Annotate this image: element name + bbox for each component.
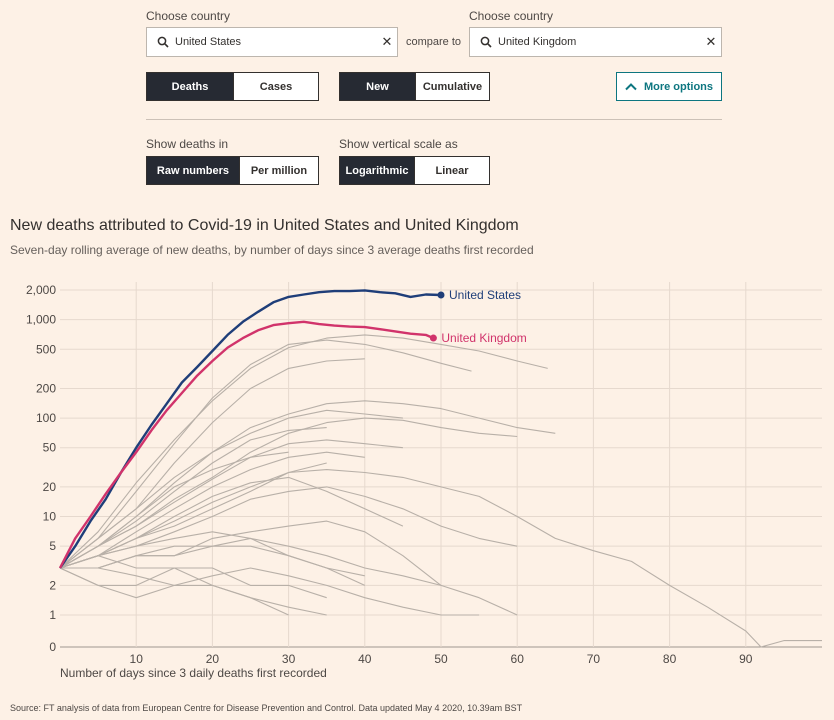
- chart-title: New deaths attributed to Covid-19 in Uni…: [10, 217, 519, 234]
- x-tick-label: 10: [130, 652, 144, 666]
- x-axis-label: Number of days since 3 daily deaths firs…: [60, 666, 327, 680]
- chevron-up-icon: [625, 83, 637, 91]
- y-tick-label: 200: [36, 381, 56, 395]
- search-icon: [480, 36, 492, 48]
- background-series-line: [59, 469, 822, 648]
- cumulative-button[interactable]: Cumulative: [414, 73, 489, 100]
- y-tick-label: 50: [43, 441, 57, 455]
- mode-toggle: New Cumulative: [339, 72, 490, 101]
- x-tick-label: 70: [587, 652, 601, 666]
- y-tick-label: 2: [49, 578, 56, 592]
- y-tick-label: 5: [49, 539, 56, 553]
- background-series-line: [60, 567, 327, 616]
- clear-country-1-icon[interactable]: ✕: [381, 34, 393, 49]
- x-tick-label: 30: [282, 652, 296, 666]
- x-tick-label: 90: [739, 652, 753, 666]
- series-label: United Kingdom: [441, 331, 526, 345]
- choose-country-label-2: Choose country: [469, 9, 554, 23]
- background-series-line: [59, 555, 289, 616]
- background-series-line: [59, 451, 365, 569]
- divider: [146, 119, 722, 120]
- series-end-point: [437, 291, 445, 299]
- clear-country-2-icon[interactable]: ✕: [705, 34, 717, 49]
- more-options-label: More options: [643, 80, 714, 93]
- background-series-line: [59, 439, 403, 569]
- x-tick-label: 80: [663, 652, 677, 666]
- background-series-line: [59, 409, 403, 569]
- deaths-button[interactable]: Deaths: [147, 73, 233, 100]
- series-end-point: [429, 334, 437, 342]
- country-2-field[interactable]: United Kingdom ✕: [469, 27, 722, 57]
- raw-numbers-button[interactable]: Raw numbers: [147, 157, 239, 184]
- new-button[interactable]: New: [340, 73, 415, 100]
- y-tick-label: 0: [49, 640, 56, 654]
- search-icon: [157, 36, 169, 48]
- highlight-series: United States United Kingdom: [58, 288, 527, 569]
- x-tick-label: 20: [206, 652, 220, 666]
- series-line: [59, 289, 442, 569]
- y-tick-label: 1,000: [26, 313, 56, 327]
- country-2-value: United Kingdom: [498, 36, 577, 48]
- compare-to-label: compare to: [406, 36, 462, 48]
- line-chart: United States United Kingdom 0 1 2 5 10 20 50 10…: [26, 282, 822, 680]
- show-deaths-in-label: Show deaths in: [146, 137, 229, 151]
- x-tick-label: 60: [511, 652, 525, 666]
- deaths-unit-toggle: Raw numbers Per million: [146, 156, 319, 185]
- series-label: United States: [449, 288, 521, 302]
- source-note: Source: FT analysis of data from Europea…: [10, 703, 523, 713]
- per-million-button[interactable]: Per million: [238, 157, 318, 184]
- x-tick-label: 50: [434, 652, 448, 666]
- y-tick-label: 100: [36, 411, 56, 425]
- country-1-value: United States: [175, 36, 242, 48]
- x-tick-label: 40: [358, 652, 372, 666]
- cases-button[interactable]: Cases: [232, 73, 318, 100]
- linear-button[interactable]: Linear: [414, 157, 489, 184]
- background-series-line: [59, 451, 289, 569]
- background-series-line: [59, 427, 327, 569]
- axis-ticks: 0 1 2 5 10 20 50 100 200 500 1,000 2,000 10 20 30 40 50 6…: [26, 283, 753, 666]
- metric-toggle: Deaths Cases: [146, 72, 319, 101]
- background-series-line: [59, 334, 548, 569]
- y-tick-label: 500: [36, 342, 56, 356]
- logarithmic-button[interactable]: Logarithmic: [340, 157, 414, 184]
- background-series: [59, 334, 822, 648]
- background-series-line: [60, 545, 365, 577]
- more-options-button[interactable]: More options: [616, 72, 722, 101]
- y-tick-label: 1: [49, 608, 56, 622]
- background-series-line: [59, 339, 472, 569]
- background-series-line: [59, 567, 327, 599]
- scale-toggle: Logarithmic Linear: [339, 156, 490, 185]
- country-1-field[interactable]: United States ✕: [146, 27, 398, 57]
- chart-subtitle: Seven-day rolling average of new deaths,…: [10, 243, 534, 257]
- y-tick-label: 20: [43, 480, 57, 494]
- y-tick-label: 2,000: [26, 283, 56, 297]
- choose-country-label-1: Choose country: [146, 9, 231, 23]
- background-series-line: [59, 462, 327, 569]
- background-series-line: [59, 567, 480, 616]
- y-tick-label: 10: [43, 510, 57, 524]
- vertical-scale-label: Show vertical scale as: [339, 137, 458, 151]
- series-line: [58, 320, 434, 569]
